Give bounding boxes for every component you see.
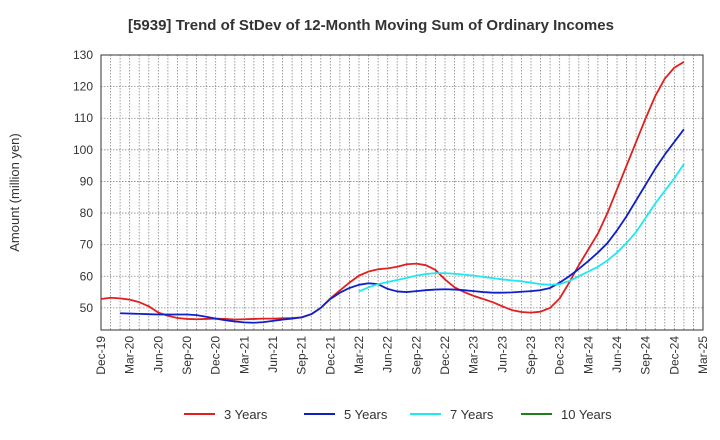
legend: 3 Years 5 Years 7 Years 10 Years <box>184 407 612 422</box>
y-tick-label: 90 <box>80 174 94 188</box>
x-tick-label: Jun-24 <box>610 336 624 373</box>
x-tick-label: Mar-24 <box>581 336 595 374</box>
x-tick-label: Sep-21 <box>295 336 309 375</box>
x-tick-label: Dec-19 <box>94 336 108 375</box>
y-tick-label: 130 <box>73 48 93 62</box>
legend-label: 3 Years <box>224 407 268 422</box>
x-tick-label: Mar-23 <box>467 336 481 374</box>
x-tick-label: Sep-23 <box>524 336 538 375</box>
plot-frame <box>100 54 704 331</box>
x-tick-label: Dec-23 <box>553 336 567 375</box>
y-axis-label: Amount (million yen) <box>7 133 22 252</box>
x-tick-label: Dec-21 <box>323 336 337 375</box>
x-tick-label: Mar-21 <box>237 336 251 374</box>
series-line-5-years <box>120 128 685 324</box>
series-line-3-years <box>100 61 685 321</box>
x-tick-label: Dec-24 <box>667 336 681 375</box>
y-tick-label: 80 <box>80 206 94 220</box>
x-tick-labels: Dec-19 Mar-20 Jun-20 Sep-20 Dec-20 Mar-21 Jun-… <box>94 336 710 375</box>
x-tick-label: Sep-20 <box>180 336 194 375</box>
x-tick-label: Jun-20 <box>151 336 165 373</box>
x-tick-label: Jun-22 <box>381 336 395 373</box>
x-tick-label: Sep-22 <box>409 336 423 375</box>
y-tick-label: 50 <box>80 301 94 315</box>
x-tick-label: Jun-23 <box>495 336 509 373</box>
x-tick-label: Sep-24 <box>639 336 653 375</box>
x-tick-label: Dec-20 <box>209 336 223 375</box>
y-tick-label: 70 <box>80 238 94 252</box>
x-tick-label: Mar-20 <box>123 336 137 374</box>
legend-label: 5 Years <box>344 407 388 422</box>
legend-label: 10 Years <box>561 407 612 422</box>
x-tick-label: Jun-21 <box>266 336 280 373</box>
y-tick-labels: 50 60 70 80 90 100 110 120 130 <box>73 48 93 315</box>
series-layer <box>100 61 685 324</box>
chart-title: [5939] Trend of StDev of 12-Month Moving… <box>128 17 614 34</box>
series-line-7-years <box>358 163 685 293</box>
y-tick-label: 100 <box>73 143 93 157</box>
y-tick-label: 120 <box>73 80 93 94</box>
x-tick-label: Dec-22 <box>438 336 452 375</box>
grid-layer <box>101 54 703 330</box>
x-tick-label: Mar-22 <box>352 336 366 374</box>
y-tick-label: 110 <box>74 111 93 125</box>
y-tick-label: 60 <box>80 269 94 283</box>
x-tick-label: Mar-25 <box>696 336 710 374</box>
legend-label: 7 Years <box>450 407 494 422</box>
